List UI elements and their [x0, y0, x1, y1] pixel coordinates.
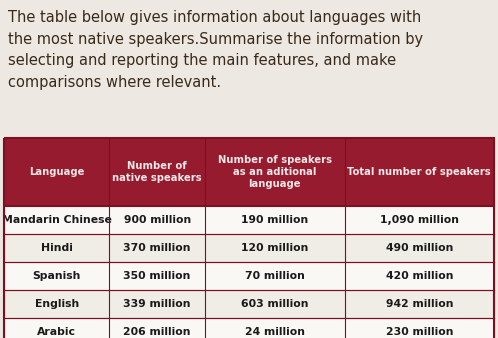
Bar — [4, 234, 494, 262]
Text: 370 million: 370 million — [124, 243, 191, 253]
Text: 1,090 million: 1,090 million — [380, 215, 459, 225]
Bar — [4, 318, 494, 338]
Text: 206 million: 206 million — [124, 327, 191, 337]
Text: 490 million: 490 million — [385, 243, 453, 253]
Text: English: English — [34, 299, 79, 309]
Text: 942 million: 942 million — [385, 299, 453, 309]
Text: Mandarin Chinese: Mandarin Chinese — [1, 215, 112, 225]
Text: Hindi: Hindi — [41, 243, 73, 253]
Text: 120 million: 120 million — [241, 243, 308, 253]
Text: 603 million: 603 million — [241, 299, 308, 309]
Text: Language: Language — [29, 167, 84, 177]
Text: 190 million: 190 million — [241, 215, 308, 225]
Text: Number of
native speakers: Number of native speakers — [113, 161, 202, 183]
Text: Number of speakers
as an aditional
language: Number of speakers as an aditional langu… — [218, 155, 332, 189]
Text: Total number of speakers: Total number of speakers — [348, 167, 491, 177]
Text: 339 million: 339 million — [124, 299, 191, 309]
Text: 24 million: 24 million — [245, 327, 305, 337]
Bar — [4, 138, 494, 206]
Text: 420 million: 420 million — [385, 271, 453, 281]
Text: 230 million: 230 million — [385, 327, 453, 337]
Text: 350 million: 350 million — [124, 271, 191, 281]
Text: Arabic: Arabic — [37, 327, 76, 337]
Bar — [4, 262, 494, 290]
Bar — [4, 290, 494, 318]
Bar — [4, 138, 494, 338]
Text: The table below gives information about languages with
the most native speakers.: The table below gives information about … — [8, 10, 423, 90]
Text: Spanish: Spanish — [32, 271, 81, 281]
Bar — [4, 206, 494, 234]
Text: 900 million: 900 million — [124, 215, 191, 225]
Text: 70 million: 70 million — [245, 271, 305, 281]
